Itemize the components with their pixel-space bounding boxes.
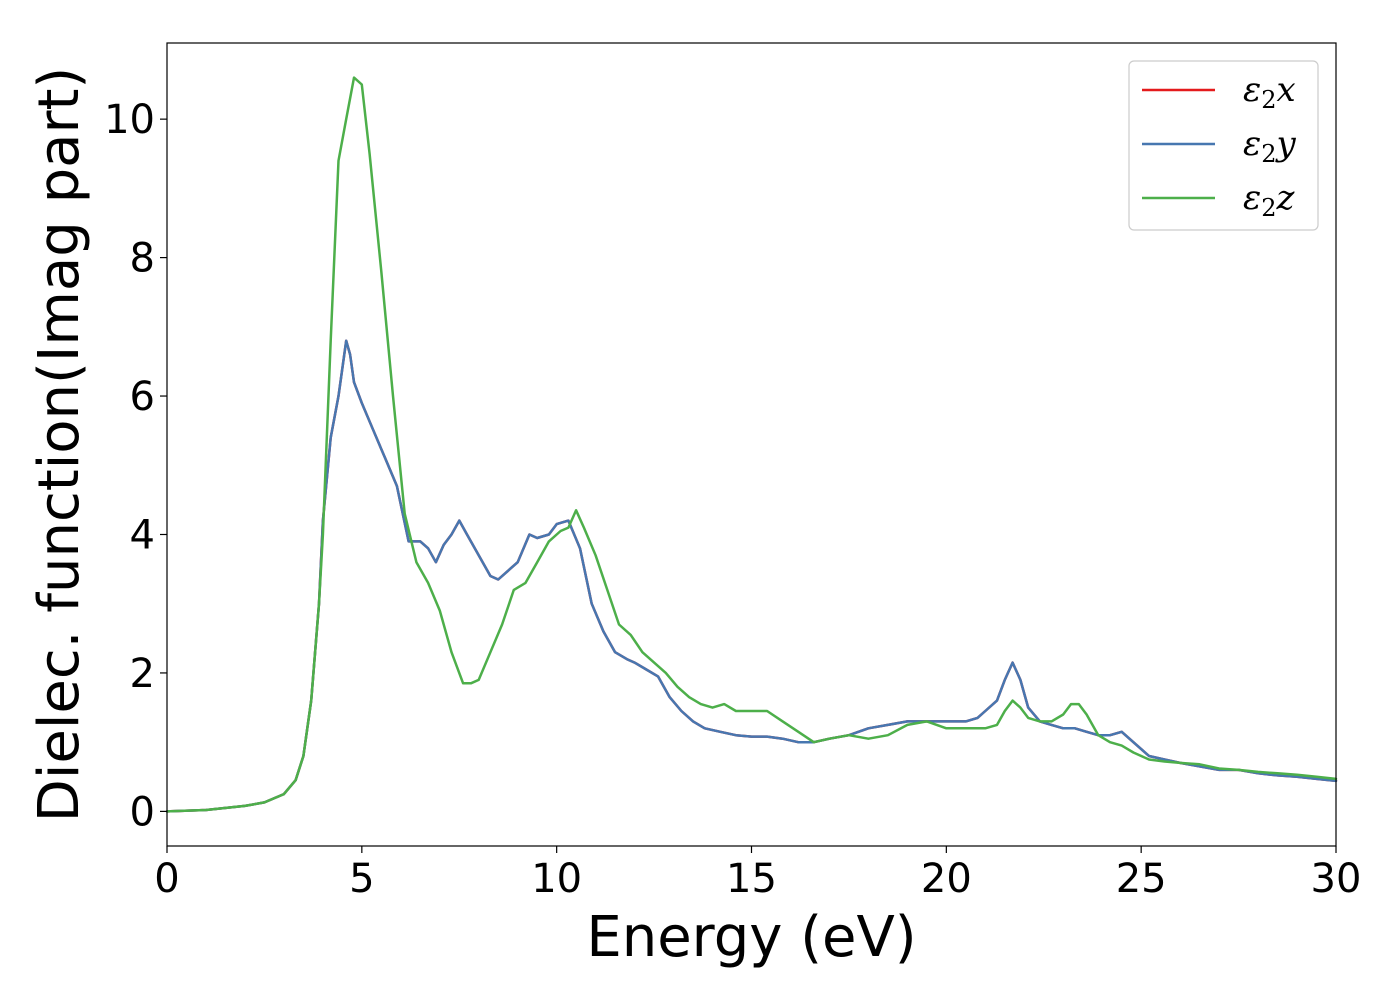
legend-item-z: ε2z [1142,178,1296,222]
x-tick-label: 30 [1311,856,1362,902]
y-axis: 0 2 4 6 8 10 [104,97,167,835]
x-tick-label: 5 [349,856,374,902]
x-tick-label: 20 [921,856,972,902]
legend: ε2x ε2y ε2z [1128,60,1319,231]
y-tick-label: 6 [130,374,155,420]
x-axis-title: Energy (eV) [586,905,916,970]
legend-label: ε2x [1243,70,1296,114]
y-tick-label: 0 [130,789,155,835]
y-tick-label: 10 [104,97,155,143]
y-tick-label: 4 [130,512,155,558]
legend-box [1128,60,1319,231]
legend-item-y: ε2y [1142,124,1297,168]
x-axis: 0 5 10 15 20 25 30 [154,846,1361,902]
legend-item-x: ε2x [1142,70,1296,114]
legend-label: ε2z [1243,178,1296,222]
x-tick-label: 10 [531,856,582,902]
y-tick-label: 2 [130,651,155,697]
x-tick-label: 0 [154,856,179,902]
x-tick-label: 25 [1116,856,1167,902]
x-tick-label: 15 [726,856,777,902]
y-tick-label: 8 [130,236,155,282]
series-line-y [165,339,1338,813]
y-axis-title: Dielec. function(Imag part) [27,67,92,823]
series-line-z [165,76,1338,813]
legend-label: ε2y [1243,124,1297,168]
series-layer [165,76,1338,813]
